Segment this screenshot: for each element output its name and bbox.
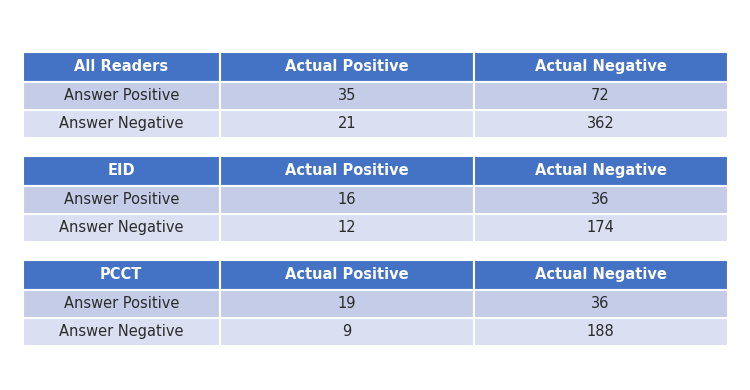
- Text: Actual Positive: Actual Positive: [285, 163, 409, 178]
- Bar: [220, 110, 474, 138]
- Bar: [474, 260, 728, 290]
- Text: Answer Negative: Answer Negative: [59, 116, 184, 131]
- Bar: [220, 52, 474, 82]
- Bar: [22, 156, 220, 186]
- Bar: [220, 290, 474, 318]
- Text: Answer Negative: Answer Negative: [59, 324, 184, 339]
- Bar: [22, 186, 220, 214]
- Text: 36: 36: [592, 192, 610, 207]
- Text: Actual Positive: Actual Positive: [285, 268, 409, 282]
- Text: EID: EID: [107, 163, 135, 178]
- Text: 36: 36: [592, 296, 610, 311]
- Text: 21: 21: [338, 116, 356, 131]
- Bar: [220, 186, 474, 214]
- Text: Answer Negative: Answer Negative: [59, 220, 184, 236]
- Text: Answer Positive: Answer Positive: [64, 89, 179, 103]
- Bar: [22, 318, 220, 346]
- Bar: [220, 318, 474, 346]
- Text: 9: 9: [342, 324, 352, 339]
- Bar: [474, 318, 728, 346]
- Bar: [22, 214, 220, 242]
- Bar: [22, 110, 220, 138]
- Bar: [22, 82, 220, 110]
- Bar: [22, 260, 220, 290]
- Text: Answer Positive: Answer Positive: [64, 192, 179, 207]
- Bar: [22, 290, 220, 318]
- Text: Actual Negative: Actual Negative: [535, 268, 667, 282]
- Bar: [474, 290, 728, 318]
- Bar: [220, 82, 474, 110]
- Bar: [220, 214, 474, 242]
- Bar: [474, 156, 728, 186]
- Text: All Readers: All Readers: [74, 59, 168, 74]
- Text: 174: 174: [586, 220, 614, 236]
- Bar: [474, 186, 728, 214]
- Bar: [220, 260, 474, 290]
- Bar: [474, 110, 728, 138]
- Bar: [474, 82, 728, 110]
- Text: PCCT: PCCT: [100, 268, 142, 282]
- Text: 16: 16: [338, 192, 356, 207]
- Text: Actual Negative: Actual Negative: [535, 59, 667, 74]
- Text: 72: 72: [591, 89, 610, 103]
- Text: 188: 188: [586, 324, 614, 339]
- Text: 12: 12: [338, 220, 356, 236]
- Text: Answer Positive: Answer Positive: [64, 296, 179, 311]
- Text: 35: 35: [338, 89, 356, 103]
- Text: 19: 19: [338, 296, 356, 311]
- Text: 362: 362: [586, 116, 614, 131]
- Bar: [474, 214, 728, 242]
- Text: Actual Positive: Actual Positive: [285, 59, 409, 74]
- Text: Actual Negative: Actual Negative: [535, 163, 667, 178]
- Bar: [474, 52, 728, 82]
- Bar: [22, 52, 220, 82]
- Bar: [220, 156, 474, 186]
